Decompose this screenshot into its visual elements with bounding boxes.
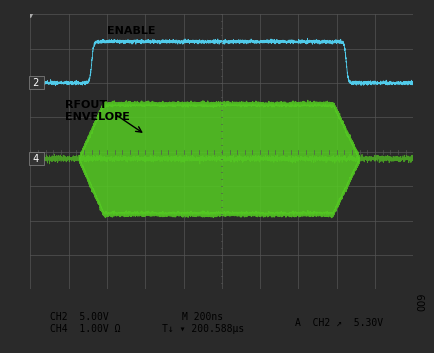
Text: M 200ns
T↓ ▾ 200.588μs: M 200ns T↓ ▾ 200.588μs — [161, 312, 243, 334]
Text: 4: 4 — [30, 154, 43, 164]
Text: A  CH2 ↗  5.30V: A CH2 ↗ 5.30V — [294, 318, 382, 328]
Text: CH2  5.00V
CH4  1.00V Ω: CH2 5.00V CH4 1.00V Ω — [49, 312, 120, 334]
Text: 009: 009 — [416, 292, 426, 311]
Text: 2: 2 — [30, 78, 43, 88]
Text: RFOUT
ENVELOPE: RFOUT ENVELOPE — [65, 100, 129, 122]
Text: ENABLE: ENABLE — [107, 26, 155, 36]
